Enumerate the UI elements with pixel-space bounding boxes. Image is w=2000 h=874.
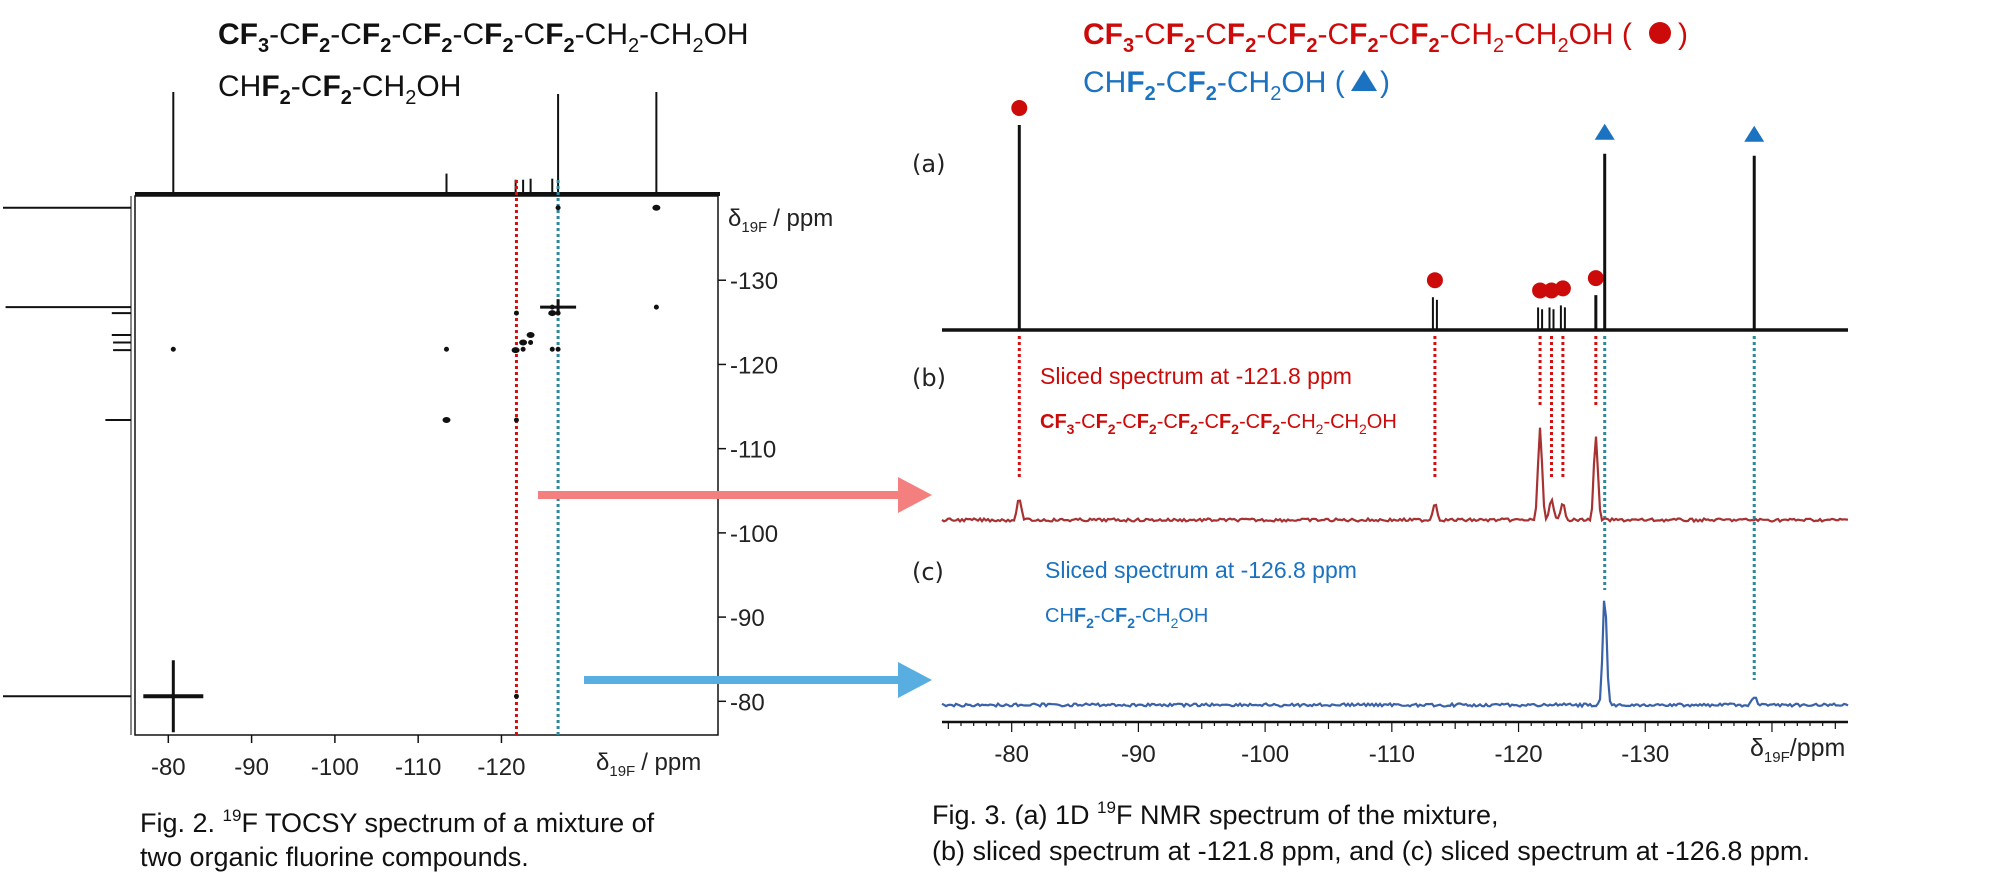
fig3-x-axis-label: δ19F/ppm bbox=[1750, 734, 1845, 766]
cross-peak bbox=[549, 346, 555, 352]
cross-peak bbox=[555, 346, 561, 352]
cross-peak bbox=[555, 310, 561, 316]
panel-c-label: (c) bbox=[912, 558, 944, 586]
y-tick-label: -90 bbox=[730, 605, 765, 632]
red-circle-legend-icon bbox=[1649, 22, 1671, 44]
slice-c-formula: CHF2-CF2-CH2OH bbox=[1045, 605, 1208, 631]
fig3-caption-line2: (b) sliced spectrum at -121.8 ppm, and (… bbox=[932, 836, 1810, 866]
spectrum-b-trace bbox=[941, 427, 1849, 524]
fig2-y-axis-label: δ19F / ppm bbox=[728, 205, 833, 236]
red-circle-marker-icon bbox=[1554, 280, 1571, 297]
fig3-x-tick-label: -90 bbox=[1121, 741, 1156, 768]
diagonal-peak bbox=[652, 204, 661, 211]
red-arrow-head-icon bbox=[898, 477, 932, 513]
cross-peak bbox=[443, 346, 449, 352]
fig2-caption-line1: Fig. 2. 19F TOCSY spectrum of a mixture … bbox=[140, 806, 655, 838]
slice-b-label: Sliced spectrum at -121.8 ppm bbox=[1040, 363, 1352, 389]
x-tick-label: -120 bbox=[477, 754, 525, 781]
cross-peak bbox=[528, 340, 534, 346]
x-tick-label: -80 bbox=[151, 754, 186, 781]
blue-triangle-legend-icon bbox=[1351, 70, 1377, 91]
blue-triangle-marker-icon bbox=[1744, 125, 1765, 142]
fig3-legend-close-red: ) bbox=[1678, 18, 1688, 51]
blue-triangle-marker-icon bbox=[1594, 123, 1615, 140]
spectrum-c-trace bbox=[941, 600, 1849, 709]
y-tick-label: -110 bbox=[730, 437, 776, 464]
fig3-formula-red: CF3-CF2-CF2-CF2-CF2-CF2-CH2-CH2OH ( bbox=[1083, 18, 1632, 57]
cross-peak bbox=[555, 205, 561, 211]
cross-peak bbox=[513, 417, 519, 423]
cross-peak bbox=[170, 346, 176, 352]
fig2-formula-long: CF3-CF2-CF2-CF2-CF2-CF2-CH2-CH2OH bbox=[218, 18, 749, 57]
diagonal-peak bbox=[526, 331, 535, 338]
diagonal-peak bbox=[442, 417, 451, 424]
cross-peak bbox=[513, 693, 519, 699]
fig3-x-tick-label: -130 bbox=[1621, 741, 1669, 768]
fig3-x-tick-label: -80 bbox=[994, 741, 1029, 768]
fig3-x-tick-label: -100 bbox=[1241, 741, 1289, 768]
fig3-formula-blue: CHF2-CF2-CH2OH ( bbox=[1083, 66, 1345, 105]
x-tick-label: -90 bbox=[234, 754, 269, 781]
fig2-formula-short: CHF2-CF2-CH2OH bbox=[218, 70, 461, 109]
diagonal-peak bbox=[519, 339, 528, 346]
tocsy-plot: -80 -90 -100 -110 -120 -80 -90 -100 -110 -120 -130 bbox=[0, 92, 778, 781]
fig2-caption-line2: two organic fluorine compounds. bbox=[140, 842, 529, 872]
red-circle-marker-icon bbox=[1587, 270, 1604, 287]
x-tick-label: -100 bbox=[311, 754, 359, 781]
tocsy-frame bbox=[134, 195, 719, 736]
fig3-caption-line1: Fig. 3. (a) 1D 19F NMR spectrum of the m… bbox=[932, 798, 1499, 830]
y-tick-label: -130 bbox=[730, 268, 778, 295]
y-tick-label: -80 bbox=[730, 689, 765, 716]
fig3-legend-close-blue: ) bbox=[1380, 66, 1390, 99]
red-circle-marker-icon bbox=[1426, 272, 1443, 289]
fig3-x-tick-label: -120 bbox=[1495, 741, 1543, 768]
y-tick-label: -120 bbox=[730, 352, 778, 379]
red-circle-marker-icon bbox=[1532, 282, 1549, 299]
fig2-x-axis-label: δ19F / ppm bbox=[596, 749, 701, 780]
cross-peak bbox=[513, 310, 519, 316]
y-tick-label: -100 bbox=[730, 521, 778, 548]
panel-b-label: (b) bbox=[912, 364, 946, 392]
diagonal-peak bbox=[548, 310, 557, 317]
red-circle-marker-icon bbox=[1011, 100, 1028, 116]
blue-arrow-head-icon bbox=[898, 662, 932, 698]
slice-c-label: Sliced spectrum at -126.8 ppm bbox=[1045, 557, 1357, 583]
cross-peak bbox=[653, 304, 659, 310]
slice-b-formula: CF3-CF2-CF2-CF2-CF2-CF2-CH2-CH2OH bbox=[1040, 411, 1397, 437]
diagonal-peak bbox=[511, 347, 520, 354]
fig3-x-tick-label: -110 bbox=[1369, 741, 1415, 768]
nmr-1d-plot: -80 -90 -100 -110 -120 -130 bbox=[941, 100, 1849, 768]
x-tick-label: -110 bbox=[395, 754, 441, 781]
cross-peak bbox=[520, 346, 526, 352]
cross-peak bbox=[549, 304, 555, 310]
panel-a-label: (a) bbox=[912, 150, 945, 178]
